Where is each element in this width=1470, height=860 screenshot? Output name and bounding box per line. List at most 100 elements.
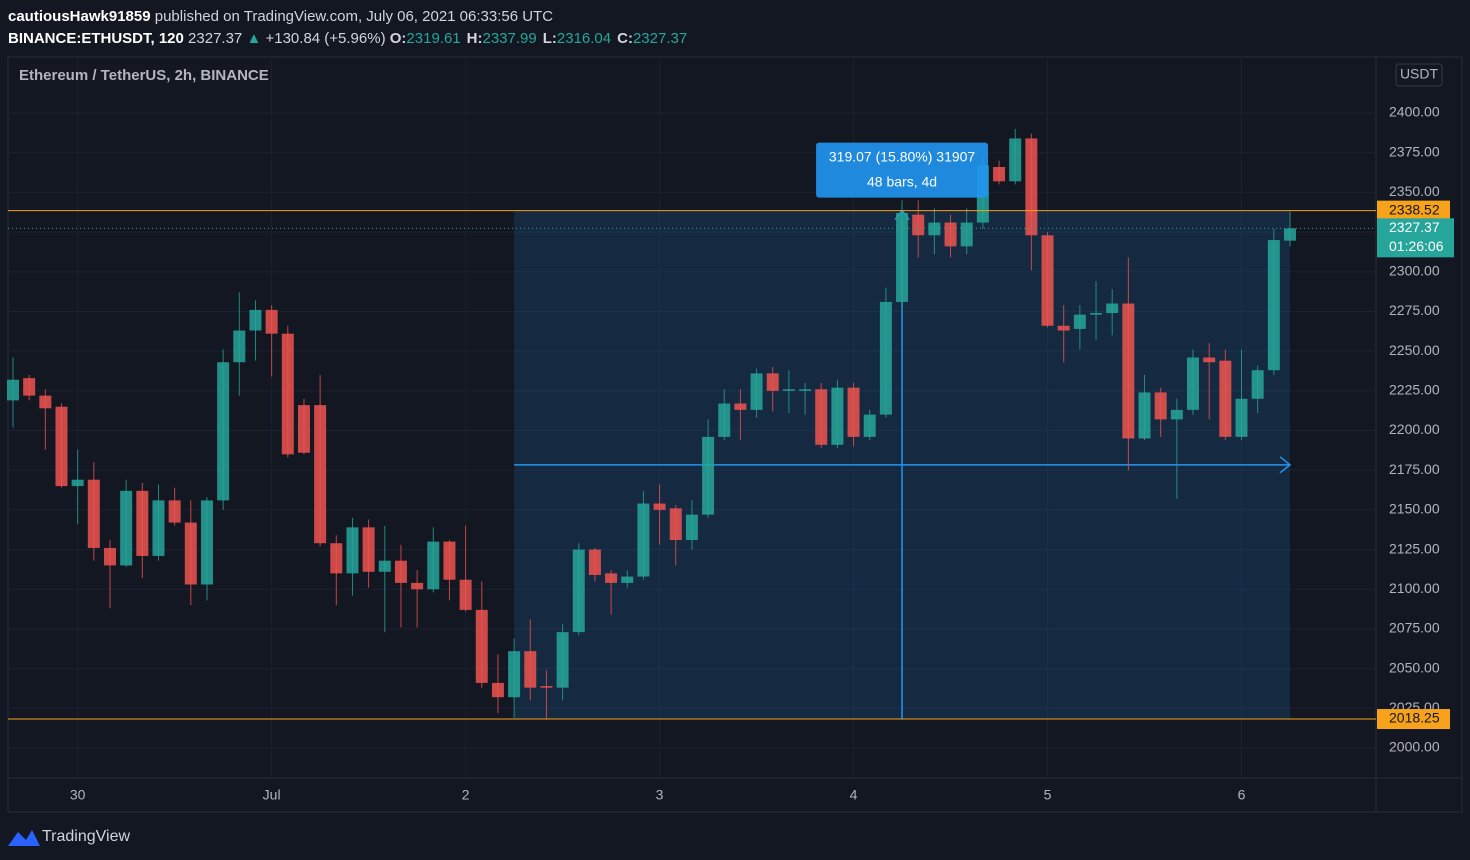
price-label: 2338.52 xyxy=(1389,201,1440,217)
published: published on TradingView.com, July 06, 2… xyxy=(154,8,554,25)
arrow: ▲ xyxy=(246,30,262,47)
x-tick-label: 5 xyxy=(1044,787,1052,803)
candle-body xyxy=(782,389,795,391)
y-tick-label: 2250.00 xyxy=(1389,342,1440,358)
candle-body xyxy=(1170,409,1183,420)
candle-body xyxy=(491,682,504,698)
candle-body xyxy=(55,406,68,487)
candle-body xyxy=(734,403,747,410)
candle-body xyxy=(1203,357,1216,363)
symbol: BINANCE:ETHUSDT, 120 xyxy=(8,30,184,47)
candle-body xyxy=(556,632,569,688)
last-price-label: 2327.37 xyxy=(1389,219,1440,235)
candle-body xyxy=(1041,235,1054,326)
frame xyxy=(7,56,1463,813)
candle-body xyxy=(103,547,116,566)
measure-box xyxy=(816,142,989,198)
candle-body xyxy=(847,387,860,437)
candle-body xyxy=(152,500,165,556)
candle-body xyxy=(1122,303,1135,439)
y-tick-label: 2300.00 xyxy=(1389,262,1440,278)
y-tick-label: 2200.00 xyxy=(1389,421,1440,437)
candle-body xyxy=(896,213,909,302)
candle-body xyxy=(702,436,715,515)
candle-body xyxy=(993,167,1006,182)
candle-body xyxy=(1025,138,1038,236)
price-label: 2018.25 xyxy=(1389,710,1440,726)
candle-body xyxy=(960,222,973,247)
candle-body xyxy=(168,500,181,523)
countdown: 01:26:06 xyxy=(1389,238,1444,254)
candle-body xyxy=(71,479,84,487)
y-tick-label: 2175.00 xyxy=(1389,461,1440,477)
ohlc: O:2319.61 H:2337.99 L:2316.04 C:2327.37 xyxy=(390,30,693,47)
ohlc-label: O: xyxy=(389,30,407,47)
logo: TradingView xyxy=(8,828,130,846)
candle-body xyxy=(669,508,682,541)
ohlc-value: 2327.37 xyxy=(632,30,688,47)
candle-body xyxy=(87,479,100,548)
x-tick-label: Jul xyxy=(263,787,281,803)
measure-sublabel: 48 bars, 4d xyxy=(867,173,937,189)
candle-body xyxy=(184,522,197,585)
candle-body xyxy=(378,560,391,572)
candle-body xyxy=(217,362,230,501)
x-tick-label: 2 xyxy=(462,787,470,803)
candle-body xyxy=(831,387,844,445)
candle-body xyxy=(1284,228,1296,241)
candle-body xyxy=(1187,357,1200,410)
candle-body xyxy=(766,373,779,391)
candle-body xyxy=(459,579,472,610)
candle-body xyxy=(540,686,553,688)
candle-body xyxy=(443,541,456,580)
change: +130.84 (+5.96%) xyxy=(265,30,386,47)
x-tick-label: 6 xyxy=(1238,787,1246,803)
ohlc-label: C: xyxy=(617,30,633,47)
y-tick-label: 2350.00 xyxy=(1389,183,1440,199)
y-tick-label: 2150.00 xyxy=(1389,501,1440,517)
candle-body xyxy=(1138,392,1151,439)
candle-body xyxy=(249,309,262,331)
candle-body xyxy=(508,651,521,698)
candle-body xyxy=(7,379,19,401)
candle-body xyxy=(637,503,650,577)
ohlc-value: 2319.61 xyxy=(406,30,461,47)
candle-body xyxy=(621,576,634,583)
candle-body xyxy=(1154,392,1167,420)
measure-label: 319.07 (15.80%) 31907 xyxy=(829,148,976,164)
ohlc-label: H: xyxy=(466,30,483,47)
y-tick-label: 2075.00 xyxy=(1389,620,1440,636)
currency: USDT xyxy=(1400,66,1439,82)
candle-body xyxy=(879,301,892,415)
candle-body xyxy=(750,373,763,410)
candle-body xyxy=(281,333,294,455)
candle-body xyxy=(605,573,618,583)
candle-body xyxy=(912,214,925,236)
candle-body xyxy=(685,514,698,541)
quote-line: BINANCE:ETHUSDT, 120 2327.37 ▲ +130.84 (… xyxy=(8,28,693,50)
candle-body xyxy=(928,222,941,236)
y-tick-label: 2100.00 xyxy=(1389,580,1440,596)
candle-body xyxy=(1106,303,1119,314)
plot xyxy=(7,128,1376,720)
candle-body xyxy=(1235,398,1248,437)
candle-body xyxy=(815,389,828,445)
last-price-bg xyxy=(1377,218,1454,258)
price-label-bg xyxy=(1377,200,1450,221)
candle-body xyxy=(394,560,407,583)
publish-line: cautiousHawk91859 published on TradingVi… xyxy=(8,6,693,28)
candle-body xyxy=(233,330,246,363)
brand: TradingView xyxy=(42,828,130,845)
candle-body xyxy=(265,309,278,334)
candle-body xyxy=(1073,314,1086,329)
candle-body xyxy=(346,527,359,574)
candle-body xyxy=(23,378,36,396)
candle-body xyxy=(475,609,488,683)
y-tick-label: 2000.00 xyxy=(1389,739,1440,755)
x-tick-label: 4 xyxy=(850,787,858,803)
candle-body xyxy=(120,490,133,566)
y-tick-label: 2050.00 xyxy=(1389,659,1440,675)
candle-body xyxy=(1090,313,1103,315)
ohlc-value: 2337.99 xyxy=(482,30,537,47)
